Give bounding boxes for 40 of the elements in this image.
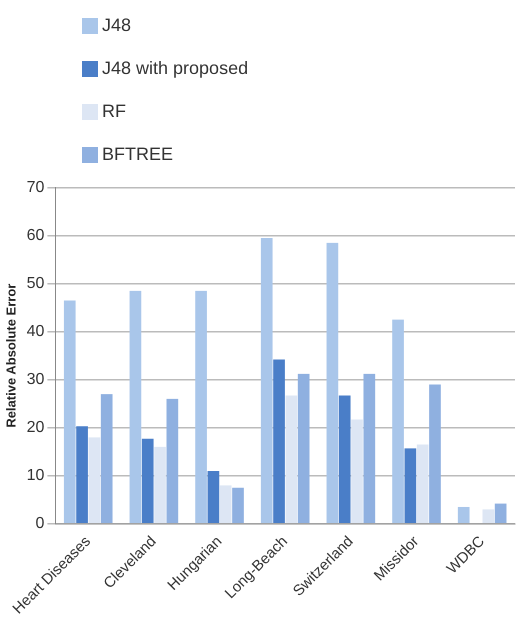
bar xyxy=(260,238,273,524)
bar xyxy=(338,396,351,524)
legend-label: J48 xyxy=(102,14,132,37)
bar xyxy=(429,384,441,524)
y-axis-title: Relative Absolute Error xyxy=(3,284,18,428)
bar xyxy=(392,320,404,524)
bar xyxy=(76,426,88,524)
bar xyxy=(482,509,494,524)
bar xyxy=(100,394,113,524)
y-tick-label: 40 xyxy=(26,323,44,340)
bar xyxy=(154,446,166,524)
bar xyxy=(326,242,338,524)
y-tick-label: 50 xyxy=(26,275,44,292)
bar xyxy=(416,444,429,524)
bar xyxy=(351,420,363,524)
bar xyxy=(363,374,376,524)
legend-label: J48 with proposed xyxy=(102,57,248,80)
bar xyxy=(404,448,416,524)
bar xyxy=(458,506,470,524)
bar xyxy=(273,360,285,524)
bar xyxy=(494,504,506,524)
bar xyxy=(166,398,178,524)
bar xyxy=(286,396,298,524)
y-tick-label: 70 xyxy=(26,179,44,196)
y-tick-label: 0 xyxy=(35,515,44,532)
bar xyxy=(232,488,244,524)
y-tick-label: 20 xyxy=(26,419,44,436)
bar xyxy=(130,290,142,524)
legend-label: RF xyxy=(102,100,126,123)
y-tick-label: 60 xyxy=(26,227,44,244)
bar xyxy=(88,437,100,524)
y-tick-label: 10 xyxy=(26,467,44,484)
y-tick-label: 30 xyxy=(26,371,44,388)
bar xyxy=(64,300,76,524)
bar xyxy=(208,470,220,524)
bar xyxy=(195,290,207,524)
bar xyxy=(220,485,232,524)
bar xyxy=(298,374,310,524)
legend-label: BFTREE xyxy=(102,143,174,166)
bar xyxy=(142,438,154,524)
